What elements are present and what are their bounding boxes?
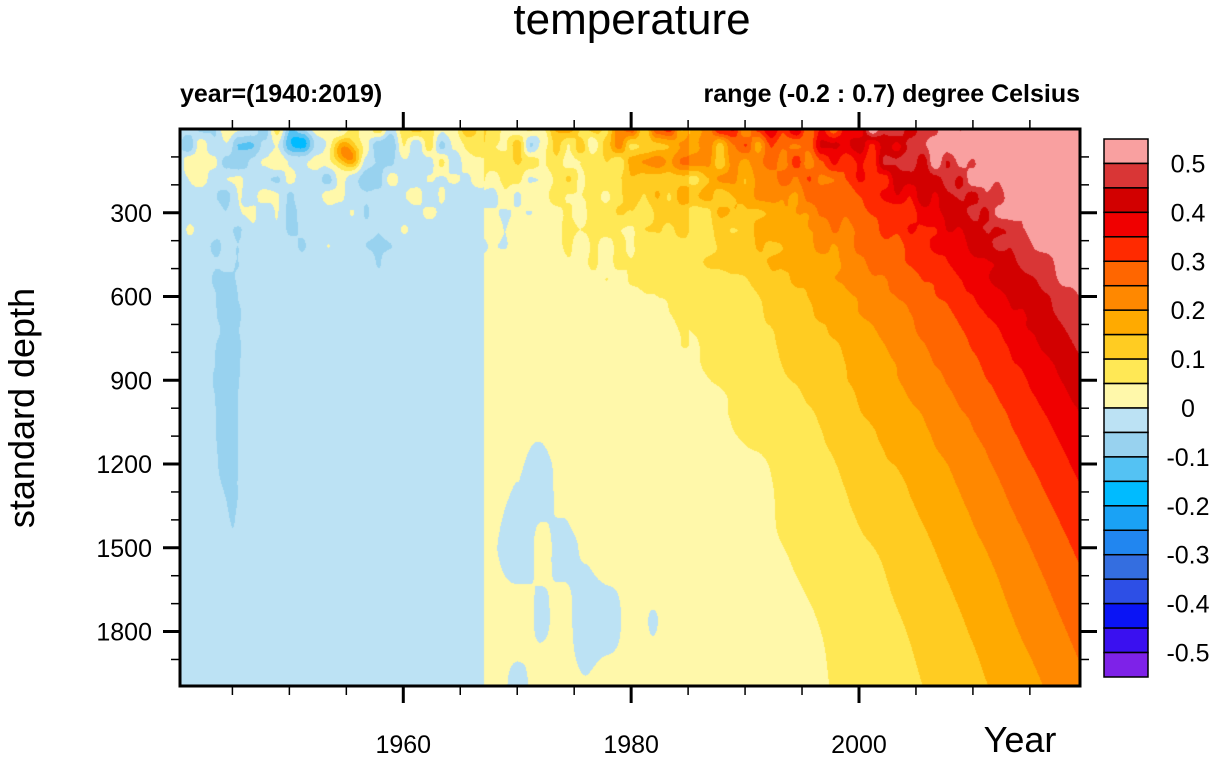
y-axis-label: standard depth	[1, 288, 42, 528]
contour-field	[180, 129, 1080, 686]
y-tick-label: 900	[110, 367, 152, 395]
colorbar-label: 0.2	[1171, 297, 1206, 325]
colorbar-label: -0.4	[1166, 591, 1209, 619]
y-tick-label: 300	[110, 200, 152, 228]
colorbar-box	[1103, 431, 1149, 458]
y-tick-labels: 300 600 900 1200 1500 1800	[96, 200, 152, 647]
colorbar-label: 0.1	[1171, 346, 1206, 374]
x-tick-label: 1980	[603, 731, 659, 758]
colorbar-box	[1103, 382, 1149, 409]
x-tick-labels: 1960 1980 2000	[375, 731, 886, 758]
colorbar-box	[1103, 309, 1149, 336]
colorbar-label: -0.3	[1166, 542, 1209, 570]
colorbar-box	[1103, 187, 1149, 214]
colorbar-label: 0.4	[1171, 199, 1206, 227]
x-tick-label: 1960	[375, 731, 431, 758]
colorbar-box	[1103, 651, 1149, 678]
colorbar-box	[1103, 505, 1149, 532]
colorbar-box	[1103, 162, 1149, 189]
colorbar-label: -0.2	[1166, 493, 1209, 521]
colorbar: 0.5 0.4 0.3 0.2 0.1 0 -0.1 -0.2 -0.3 -0.4 -0.5	[1103, 138, 1210, 678]
right-subtitle: range (-0.2 : 0.7) degree Celsius	[703, 80, 1080, 108]
colorbar-box	[1103, 138, 1149, 165]
x-axis-label: Year	[984, 719, 1057, 758]
colorbar-label: -0.1	[1166, 444, 1209, 472]
colorbar-box	[1103, 211, 1149, 238]
colorbar-box	[1103, 333, 1149, 360]
colorbar-label: -0.5	[1166, 640, 1209, 668]
x-tick-label: 2000	[831, 731, 887, 758]
y-tick-label: 600	[110, 284, 152, 312]
chart-title: temperature	[513, 0, 750, 44]
left-subtitle: year=(1940:2019)	[180, 80, 382, 108]
colorbar-box	[1103, 358, 1149, 385]
colorbar-box	[1103, 456, 1149, 483]
colorbar-box	[1103, 407, 1149, 434]
colorbar-box	[1103, 578, 1149, 605]
y-tick-label: 1500	[96, 535, 152, 563]
colorbar-label: 0.5	[1171, 150, 1206, 178]
y-tick-label: 1200	[96, 451, 152, 479]
colorbar-label: 0	[1181, 395, 1195, 423]
colorbar-box	[1103, 553, 1149, 580]
plot-frame	[178, 127, 1082, 688]
colorbar-box	[1103, 627, 1149, 654]
colorbar-box	[1103, 480, 1149, 507]
y-tick-label: 1800	[96, 619, 152, 647]
colorbar-label: 0.3	[1171, 248, 1206, 276]
colorbar-box	[1103, 602, 1149, 629]
colorbar-box	[1103, 236, 1149, 263]
plot-area	[180, 129, 1080, 686]
colorbar-box	[1103, 260, 1149, 287]
colorbar-box	[1103, 529, 1149, 556]
colorbar-box	[1103, 284, 1149, 311]
